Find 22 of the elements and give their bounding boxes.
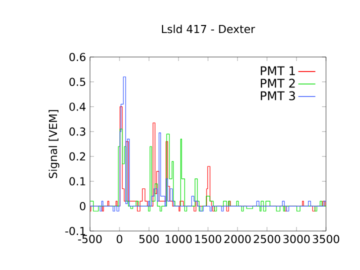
y-tick-label: 0.3 <box>69 127 86 136</box>
y-axis-title: Signal [VEM] <box>48 110 60 178</box>
legend-label: PMT 1 <box>260 66 295 76</box>
chart-title: Lsld 417 - Dexter <box>162 24 256 34</box>
y-tick-label: 0.2 <box>69 152 86 161</box>
y-tick-label: 0.4 <box>69 102 86 111</box>
x-tick-label: 1000 <box>166 234 192 244</box>
y-tick-label: 0.5 <box>69 78 86 86</box>
x-tick-label: 2000 <box>224 234 251 244</box>
x-tick-label: 500 <box>139 234 159 244</box>
legend-label: PMT 3 <box>260 91 295 100</box>
x-tick-label: 3000 <box>283 234 310 244</box>
y-tick-label: 0 <box>80 202 86 210</box>
y-tick-label: 0.1 <box>69 177 86 186</box>
x-tick-label: 1500 <box>195 234 222 244</box>
x-tick-label: 2500 <box>254 234 280 244</box>
y-tick-label: -0.1 <box>65 226 86 236</box>
x-tick-label: 3500 <box>312 234 340 244</box>
x-tick-label: -500 <box>78 234 102 244</box>
legend-label: PMT 2 <box>260 78 295 88</box>
x-tick-label: 0 <box>116 234 122 244</box>
y-tick-label: 0.6 <box>69 52 86 62</box>
